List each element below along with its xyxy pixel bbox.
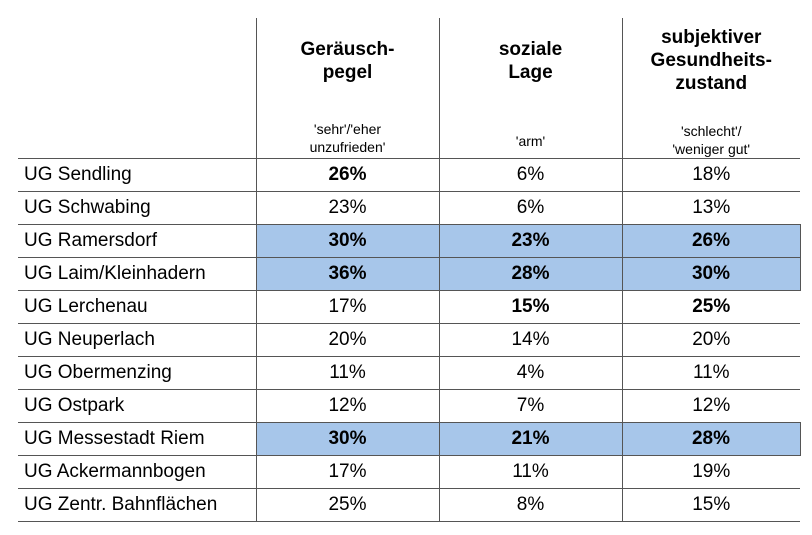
value-cell: 12% (621, 389, 800, 423)
value-cell: 15% (621, 488, 800, 522)
value-cell: 28% (438, 257, 623, 291)
value-cell: 20% (255, 323, 439, 357)
value-cell: 17% (255, 455, 439, 489)
row-label: UG Schwabing (18, 191, 256, 225)
column-title: subjektiver Gesundheits- zustand (623, 18, 801, 110)
column-subtitle: 'schlecht'/ 'weniger gut' (623, 122, 801, 158)
value-cell: 14% (438, 323, 622, 357)
column-subtitle-line: 'weniger gut' (672, 141, 751, 157)
column-title: Geräusch- pegel (257, 18, 439, 110)
table-row: UG Neuperlach 20% 14% 20% (18, 323, 800, 357)
table-row: UG Sendling 26% 6% 18% (18, 158, 800, 192)
table-row: UG Laim/Kleinhadern 36% 28% 30% (18, 257, 801, 291)
row-label: UG Obermenzing (18, 356, 256, 390)
value-cell: 19% (621, 455, 800, 489)
column-header-health: subjektiver Gesundheits- zustand 'schlec… (621, 18, 801, 159)
value-cell: 30% (255, 422, 440, 456)
column-header-noise: Geräusch- pegel 'sehr'/'eher unzufrieden… (255, 18, 439, 159)
row-label: UG Messestadt Riem (18, 422, 256, 456)
value-cell: 18% (621, 158, 800, 192)
value-cell: 36% (255, 257, 440, 291)
value-cell: 11% (255, 356, 439, 390)
column-subtitle-line: 'sehr'/'eher (313, 121, 382, 137)
header-row: Geräusch- pegel 'sehr'/'eher unzufrieden… (18, 18, 800, 159)
table-body: UG Sendling 26% 6% 18% UG Schwabing 23% 6% 13% U… (18, 158, 801, 522)
value-cell: 17% (255, 290, 439, 324)
value-cell: 25% (621, 290, 800, 324)
value-cell: 11% (621, 356, 800, 390)
column-title-line: zustand (675, 73, 748, 94)
value-cell: 23% (255, 191, 439, 225)
row-label: UG Sendling (18, 158, 256, 192)
table-row: UG Lerchenau 17% 15% 25% (18, 290, 800, 324)
value-cell: 30% (255, 224, 440, 258)
column-title-line: pegel (322, 62, 373, 83)
value-cell: 26% (621, 224, 801, 258)
row-label: UG Laim/Kleinhadern (18, 257, 256, 291)
table-row: UG Obermenzing 11% 4% 11% (18, 356, 800, 390)
column-subtitle: 'sehr'/'eher unzufrieden' (257, 120, 439, 156)
value-cell: 21% (438, 422, 623, 456)
table-row: UG Messestadt Riem 30% 21% 28% (18, 422, 801, 456)
table-row: UG Ostpark 12% 7% 12% (18, 389, 800, 423)
value-cell: 11% (438, 455, 622, 489)
table-row: UG Ackermannbogen 17% 11% 19% (18, 455, 800, 489)
column-title-line: Geräusch- (300, 39, 395, 60)
column-subtitle-line: 'arm' (515, 133, 546, 149)
row-label: UG Neuperlach (18, 323, 256, 357)
column-title-line: subjektiver (661, 27, 762, 48)
column-subtitle-line: unzufrieden' (309, 139, 386, 155)
row-label: UG Ackermannbogen (18, 455, 256, 489)
row-label: UG Zentr. Bahnflächen (18, 488, 256, 522)
value-cell: 13% (621, 191, 800, 225)
value-cell: 7% (438, 389, 622, 423)
value-cell: 25% (255, 488, 439, 522)
table-row: UG Zentr. Bahnflächen 25% 8% 15% (18, 488, 800, 522)
column-subtitle: 'arm' (440, 132, 622, 150)
column-title: soziale Lage (440, 18, 622, 110)
survey-table: Geräusch- pegel 'sehr'/'eher unzufrieden… (18, 18, 801, 522)
row-label: UG Ostpark (18, 389, 256, 423)
row-label: UG Lerchenau (18, 290, 256, 324)
value-cell: 30% (621, 257, 801, 291)
value-cell: 15% (438, 290, 622, 324)
value-cell: 26% (255, 158, 439, 192)
column-title-line: Lage (508, 62, 553, 83)
value-cell: 4% (438, 356, 622, 390)
value-cell: 6% (438, 191, 622, 225)
column-subtitle-line: 'schlecht'/ (680, 123, 742, 139)
row-label: UG Ramersdorf (18, 224, 256, 258)
column-title-line: soziale (498, 39, 563, 60)
value-cell: 8% (438, 488, 622, 522)
value-cell: 12% (255, 389, 439, 423)
value-cell: 23% (438, 224, 623, 258)
column-header-social: soziale Lage 'arm' (438, 18, 622, 159)
table-row: UG Schwabing 23% 6% 13% (18, 191, 800, 225)
value-cell: 20% (621, 323, 800, 357)
table-row: UG Ramersdorf 30% 23% 26% (18, 224, 801, 258)
column-title-line: Gesundheits- (650, 50, 772, 71)
value-cell: 28% (621, 422, 801, 456)
header-corner (18, 18, 256, 159)
value-cell: 6% (438, 158, 622, 192)
